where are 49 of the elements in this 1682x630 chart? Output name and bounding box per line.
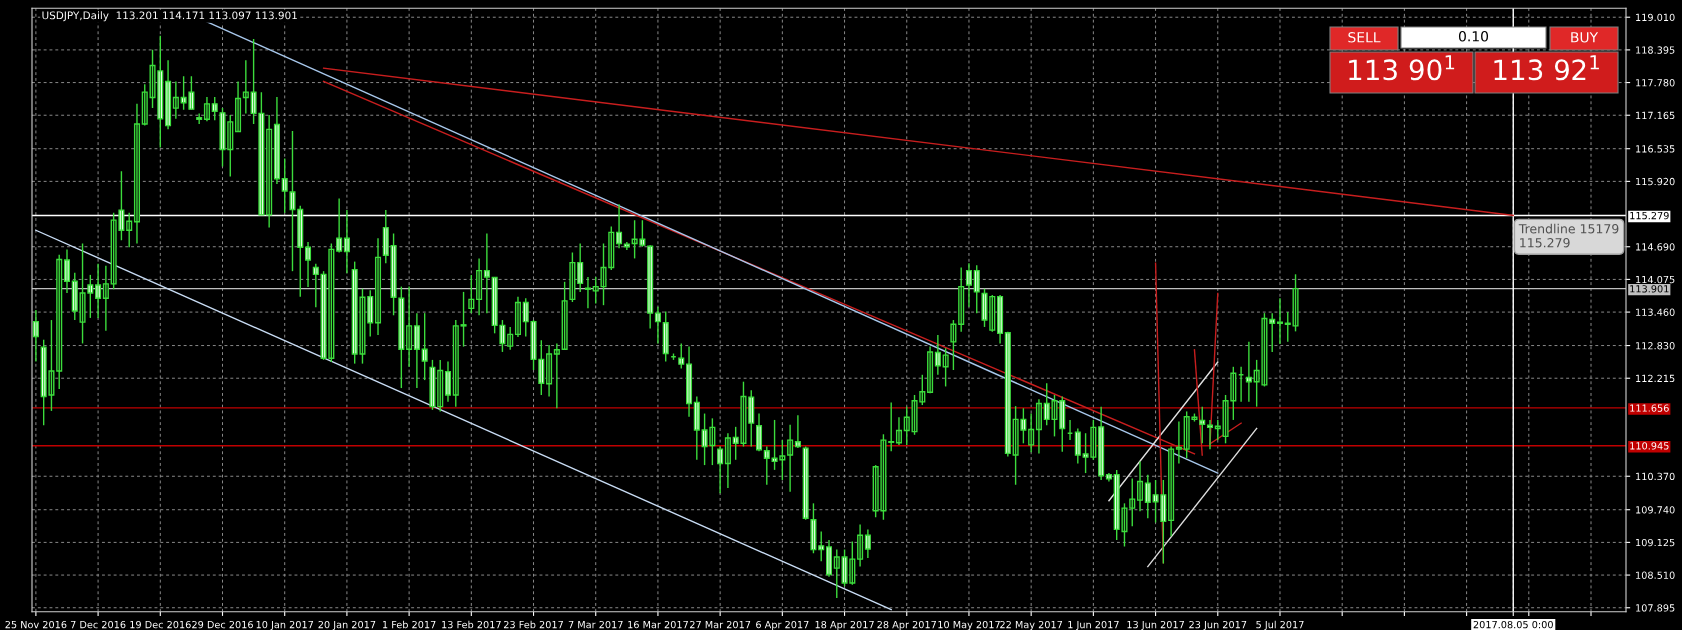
x-tick-label: 23 Jun 2017	[1189, 620, 1247, 630]
y-tick-label: 119.010	[1636, 13, 1675, 22]
ref-line-label: 115.279	[1630, 211, 1669, 220]
x-tick-label: 16 Mar 2017	[628, 620, 688, 629]
x-tick-label: 25 Nov 2016	[5, 620, 67, 629]
y-tick-label: 110.370	[1636, 472, 1675, 481]
x-tick-label: 13 Jun 2017	[1127, 620, 1184, 630]
x-tick-label: 2017.08.05 0:00	[1473, 620, 1553, 629]
x-tick-label: 10 May 2017	[938, 620, 1000, 630]
x-tick-label: 18 Apr 2017	[815, 620, 874, 630]
x-tick-label: 23 Feb 2017	[503, 620, 563, 629]
x-tick-label: 5 Jul 2017	[1256, 620, 1304, 630]
annotation: 113 92$^{1}$	[1494, 55, 1599, 81]
y-tick-label: 117.165	[1636, 111, 1675, 120]
y-tick-label: 114.075	[1636, 275, 1675, 284]
y-tick-label: 109.125	[1636, 538, 1675, 547]
x-tick-label: 7 Mar 2017	[568, 620, 623, 629]
y-tick-label: 112.830	[1636, 342, 1675, 350]
x-tick-label: 6 Apr 2017	[756, 620, 809, 630]
annotation: BUY	[1571, 32, 1599, 43]
x-tick-label: 10 Jan 2017	[256, 620, 314, 630]
annotation: 113 90$^{1}$	[1349, 55, 1455, 81]
y-tick-label: 116.535	[1636, 145, 1675, 153]
y-tick-label: 115.920	[1636, 177, 1675, 186]
x-tick-label: 19 Dec 2016	[130, 620, 191, 629]
x-tick-label: 13 Feb 2017	[442, 620, 501, 629]
y-tick-label: 113.460	[1636, 308, 1675, 316]
y-tick-label: 118.395	[1636, 46, 1675, 54]
annotation: Trendline 15179 115.279	[1518, 223, 1619, 248]
x-tick-label: 27 Mar 2017	[690, 620, 751, 629]
x-tick-label: 20 Jan 2017	[318, 620, 376, 630]
y-tick-label: 117.780	[1636, 79, 1675, 87]
y-tick-label: 114.690	[1636, 243, 1675, 251]
ref-line-label: 111.656	[1630, 404, 1669, 412]
ref-line-label: 110.945	[1630, 442, 1669, 450]
x-tick-label: 7 Dec 2016	[70, 620, 126, 629]
ref-line-label: 113.901	[1630, 285, 1669, 293]
annotation: 0.10	[1458, 31, 1489, 42]
y-tick-label: 108.510	[1636, 571, 1675, 579]
x-tick-label: 28 Apr 2017	[877, 620, 936, 630]
x-tick-label: 29 Dec 2016	[192, 620, 253, 629]
chart-title: USDJPY,Daily 113.201 114.171 113.097 113.901	[42, 11, 297, 22]
x-tick-label: 22 May 2017	[1000, 620, 1063, 630]
y-tick-label: 112.215	[1636, 374, 1675, 383]
x-tick-label: 1 Jun 2017	[1068, 620, 1119, 630]
x-tick-label: 1 Feb 2017	[383, 620, 436, 629]
y-tick-label: 107.895	[1636, 604, 1675, 612]
annotation: SELL	[1348, 32, 1381, 43]
y-tick-label: 109.740	[1636, 506, 1675, 514]
